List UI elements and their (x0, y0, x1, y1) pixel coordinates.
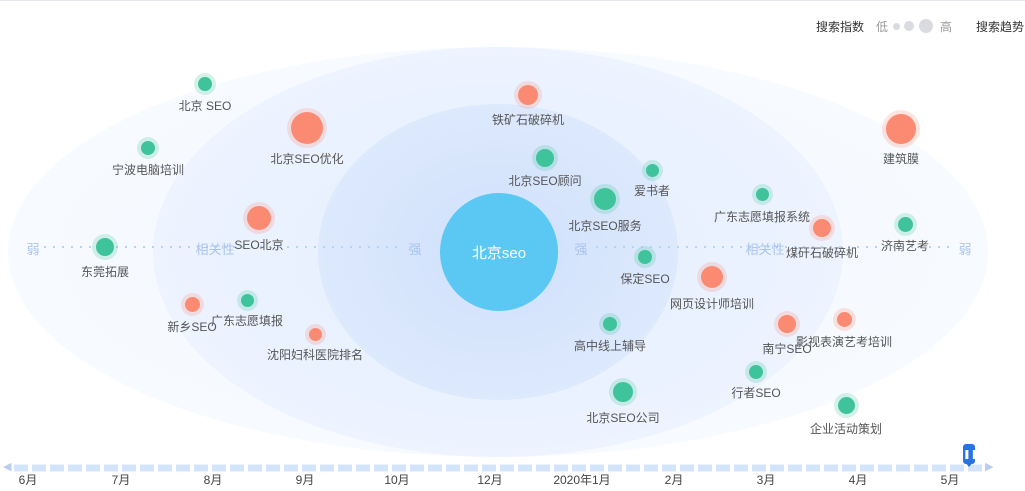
legend-dot-large (919, 19, 933, 33)
keyword-bubble[interactable] (536, 149, 554, 167)
keyword-label[interactable]: 企业活动策划 (809, 422, 883, 436)
keyword-label[interactable]: SEO北京 (234, 238, 284, 252)
keyword-label[interactable]: 建筑膜 (882, 152, 920, 166)
keyword-bubble[interactable] (897, 216, 913, 232)
keyword-bubble[interactable] (184, 296, 200, 312)
keyword-label[interactable]: 南宁SEO (762, 342, 812, 356)
timeline-tick-label: 4月 (848, 473, 868, 487)
keyword-label[interactable]: 保定SEO (620, 272, 670, 286)
keyword-bubble[interactable] (778, 315, 796, 333)
keyword-bubble[interactable] (594, 188, 616, 210)
timeline-tick-label: 5月 (940, 473, 960, 487)
legend-dot-small (893, 23, 900, 30)
keyword-label[interactable]: 济南艺考 (880, 239, 930, 253)
timeline-prev-icon[interactable]: ◀ (3, 461, 12, 473)
axis-strong-left: 强 (408, 242, 422, 257)
legend-high-label: 高 (940, 20, 953, 34)
keyword-bubble[interactable] (886, 114, 916, 144)
keyword-label[interactable]: 爱书者 (633, 184, 671, 198)
keyword-bubble[interactable] (613, 382, 633, 402)
keyword-bubble[interactable] (749, 365, 763, 379)
keyword-label[interactable]: 铁矿石破碎机 (491, 113, 565, 127)
axis-relevance-right: 相关性 (745, 242, 785, 257)
timeline-next-icon[interactable]: ▶ (985, 461, 994, 473)
keyword-bubble[interactable] (198, 77, 212, 91)
timeline-tick-label: 8月 (203, 473, 223, 487)
keyword-bubble[interactable] (240, 293, 254, 307)
keyword-bubble[interactable] (96, 238, 114, 256)
axis-strong-right: 强 (574, 242, 588, 257)
keyword-bubble[interactable] (638, 250, 652, 264)
keyword-label[interactable]: 高中线上辅导 (573, 339, 647, 353)
keyword-bubble[interactable] (701, 266, 723, 288)
legend-low-label: 低 (876, 20, 889, 34)
axis-weak-left: 弱 (26, 242, 40, 257)
timeline-tick-label: 7月 (111, 473, 131, 487)
keyword-label[interactable]: 北京SEO公司 (586, 411, 660, 425)
keyword-bubble[interactable] (308, 327, 322, 341)
keyword-bubble[interactable] (813, 219, 831, 237)
timeline-tick-label: 10月 (384, 473, 410, 487)
axis-relevance-left: 相关性 (195, 242, 235, 257)
keyword-label[interactable]: 行者SEO (731, 386, 781, 400)
timeline-tick-label: 9月 (295, 473, 315, 487)
keyword-label[interactable]: 东莞拓展 (80, 265, 130, 279)
keyword-bubble[interactable] (755, 187, 769, 201)
search-trend-label[interactable]: 搜索趋势 (976, 20, 1025, 34)
search-index-label: 搜索指数 (816, 20, 865, 34)
pause-icon: ❚❚ (963, 449, 979, 459)
keyword-bubble[interactable] (141, 141, 155, 155)
keyword-label[interactable]: 北京 SEO (178, 99, 232, 113)
keyword-bubble[interactable] (518, 85, 538, 105)
keyword-bubble[interactable] (837, 396, 855, 414)
keyword-label[interactable]: 新乡SEO (167, 320, 217, 334)
axis-weak-right: 弱 (958, 242, 972, 257)
keyword-bubble[interactable] (645, 163, 659, 177)
center-keyword[interactable]: 北京seo (440, 193, 558, 311)
keyword-label[interactable]: 沈阳妇科医院排名 (266, 348, 364, 362)
keyword-bubble[interactable] (603, 317, 617, 331)
timeline-tick-label: 3月 (756, 473, 776, 487)
timeline-tick-label: 2月 (664, 473, 684, 487)
keyword-label[interactable]: 北京SEO服务 (568, 219, 642, 233)
legend-dot-medium (904, 21, 914, 31)
keyword-bubble[interactable] (291, 112, 323, 144)
keyword-bubble[interactable] (836, 311, 852, 327)
timeline-pause-handle[interactable]: ❚❚ (963, 444, 979, 467)
keyword-label[interactable]: 煤矸石破碎机 (785, 246, 859, 260)
timeline-tick-label: 2020年1月 (553, 473, 611, 487)
keyword-label[interactable]: 宁波电脑培训 (111, 163, 185, 177)
timeline-tick-label: 12月 (477, 473, 503, 487)
keyword-label[interactable]: 广东志愿填报系统 (713, 210, 811, 224)
keyword-label[interactable]: 影视表演艺考培训 (795, 335, 893, 349)
keyword-label[interactable]: 北京SEO优化 (270, 152, 344, 166)
keyword-bubble[interactable] (247, 206, 271, 230)
timeline-tick-label: 6月 (18, 473, 38, 487)
keyword-label[interactable]: 北京SEO顾问 (508, 174, 582, 188)
keyword-label[interactable]: 网页设计师培训 (669, 297, 755, 311)
keyword-label[interactable]: 广东志愿填报 (210, 314, 284, 328)
top-divider (0, 0, 1025, 1)
